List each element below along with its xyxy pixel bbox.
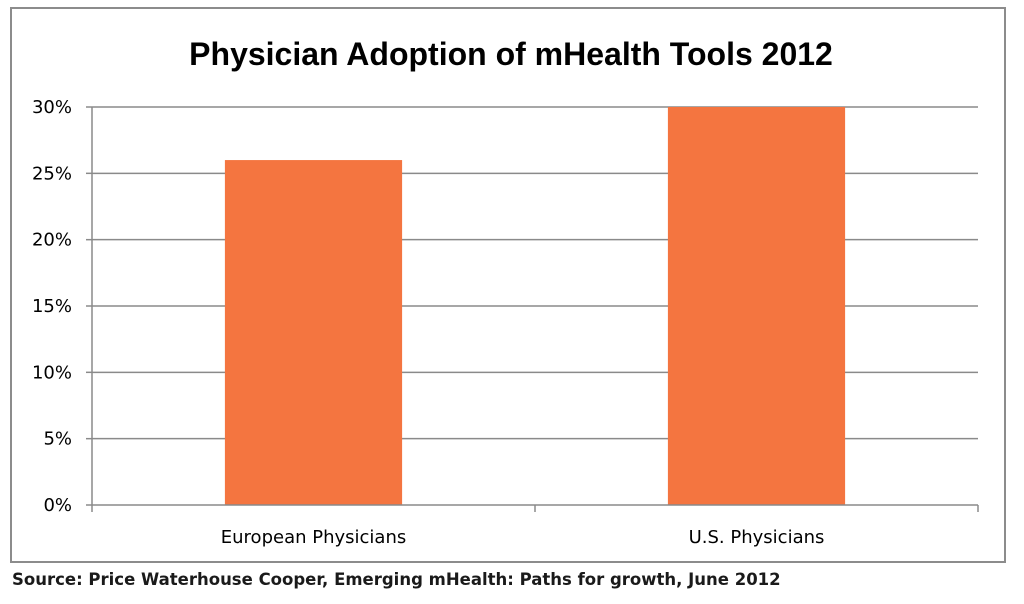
- chart-title: Physician Adoption of mHealth Tools 2012: [189, 36, 833, 72]
- x-category-label: European Physicians: [221, 527, 406, 548]
- y-tick-label: 5%: [43, 429, 72, 450]
- axes: [86, 106, 979, 512]
- y-tick-label: 10%: [32, 362, 72, 383]
- bar-u-s-physicians: [667, 107, 846, 505]
- y-tick-label: 25%: [32, 163, 72, 184]
- y-tick-label: 30%: [32, 97, 72, 118]
- y-tick-label: 0%: [43, 495, 72, 516]
- y-tick-label: 15%: [32, 296, 72, 317]
- y-tick-label: 20%: [32, 230, 72, 251]
- bars: [224, 107, 846, 506]
- bar-european-physicians: [224, 160, 403, 506]
- source-note: Source: Price Waterhouse Cooper, Emergin…: [12, 570, 781, 589]
- axis-labels: 0% 5% 10% 15% 20% 25% 30% European Physicians U.…: [32, 97, 824, 548]
- x-category-label: U.S. Physicians: [689, 527, 825, 548]
